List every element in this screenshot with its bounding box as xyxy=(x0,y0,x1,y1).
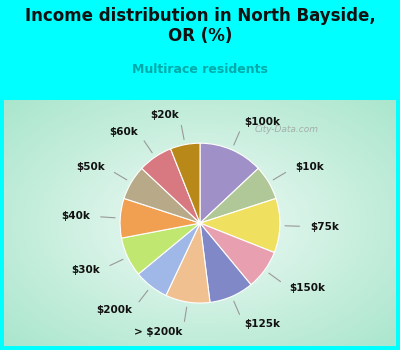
Text: $150k: $150k xyxy=(289,283,325,293)
Wedge shape xyxy=(166,223,210,303)
Text: $20k: $20k xyxy=(150,110,179,120)
Wedge shape xyxy=(170,143,200,223)
Text: $50k: $50k xyxy=(76,162,105,172)
Wedge shape xyxy=(200,168,276,223)
Wedge shape xyxy=(142,149,200,223)
Text: $125k: $125k xyxy=(244,319,280,329)
Text: $40k: $40k xyxy=(61,211,90,221)
Text: $10k: $10k xyxy=(295,162,324,172)
Text: > $200k: > $200k xyxy=(134,327,183,337)
Wedge shape xyxy=(200,223,251,302)
Wedge shape xyxy=(200,223,274,285)
Text: $60k: $60k xyxy=(109,127,138,137)
Text: Income distribution in North Bayside,
OR (%): Income distribution in North Bayside, OR… xyxy=(25,7,375,46)
Text: $200k: $200k xyxy=(96,305,132,315)
Wedge shape xyxy=(138,223,200,295)
Text: $100k: $100k xyxy=(244,117,280,127)
Wedge shape xyxy=(200,198,280,253)
Text: $30k: $30k xyxy=(72,265,100,275)
Wedge shape xyxy=(200,143,258,223)
Wedge shape xyxy=(122,223,200,274)
Wedge shape xyxy=(120,198,200,238)
Text: Multirace residents: Multirace residents xyxy=(132,63,268,76)
Wedge shape xyxy=(124,168,200,223)
Text: $75k: $75k xyxy=(310,222,339,232)
Text: City-Data.com: City-Data.com xyxy=(254,125,318,134)
